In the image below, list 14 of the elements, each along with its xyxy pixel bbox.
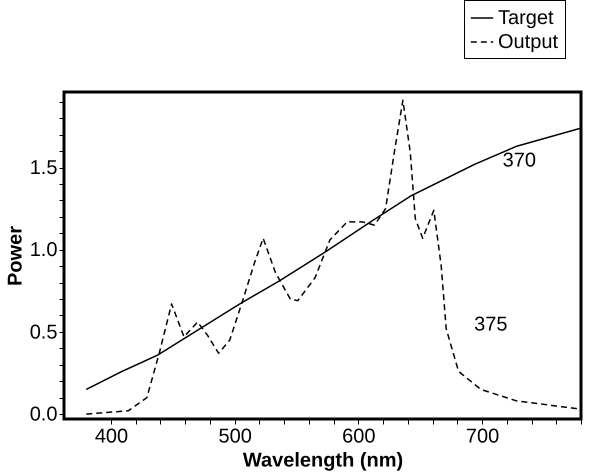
y-tick-label: 0.5	[30, 321, 58, 344]
y-axis-title: Power	[4, 226, 27, 286]
annotation: 375	[474, 314, 508, 336]
x-tick-label: 500	[218, 426, 252, 448]
y-tick-label: 1.0	[30, 239, 58, 262]
x-tick-label: 700	[466, 426, 500, 448]
annotation: 370	[502, 149, 536, 172]
y-tick-label: 1.5	[30, 157, 58, 180]
x-axis-title: Wavelength (nm)	[242, 450, 404, 472]
legend-label: Output	[498, 31, 558, 53]
x-tick-label: 400	[94, 426, 128, 448]
y-tick-label: 0.0	[30, 404, 58, 426]
x-tick-label: 600	[342, 426, 376, 448]
legend-label: Target	[498, 7, 554, 29]
